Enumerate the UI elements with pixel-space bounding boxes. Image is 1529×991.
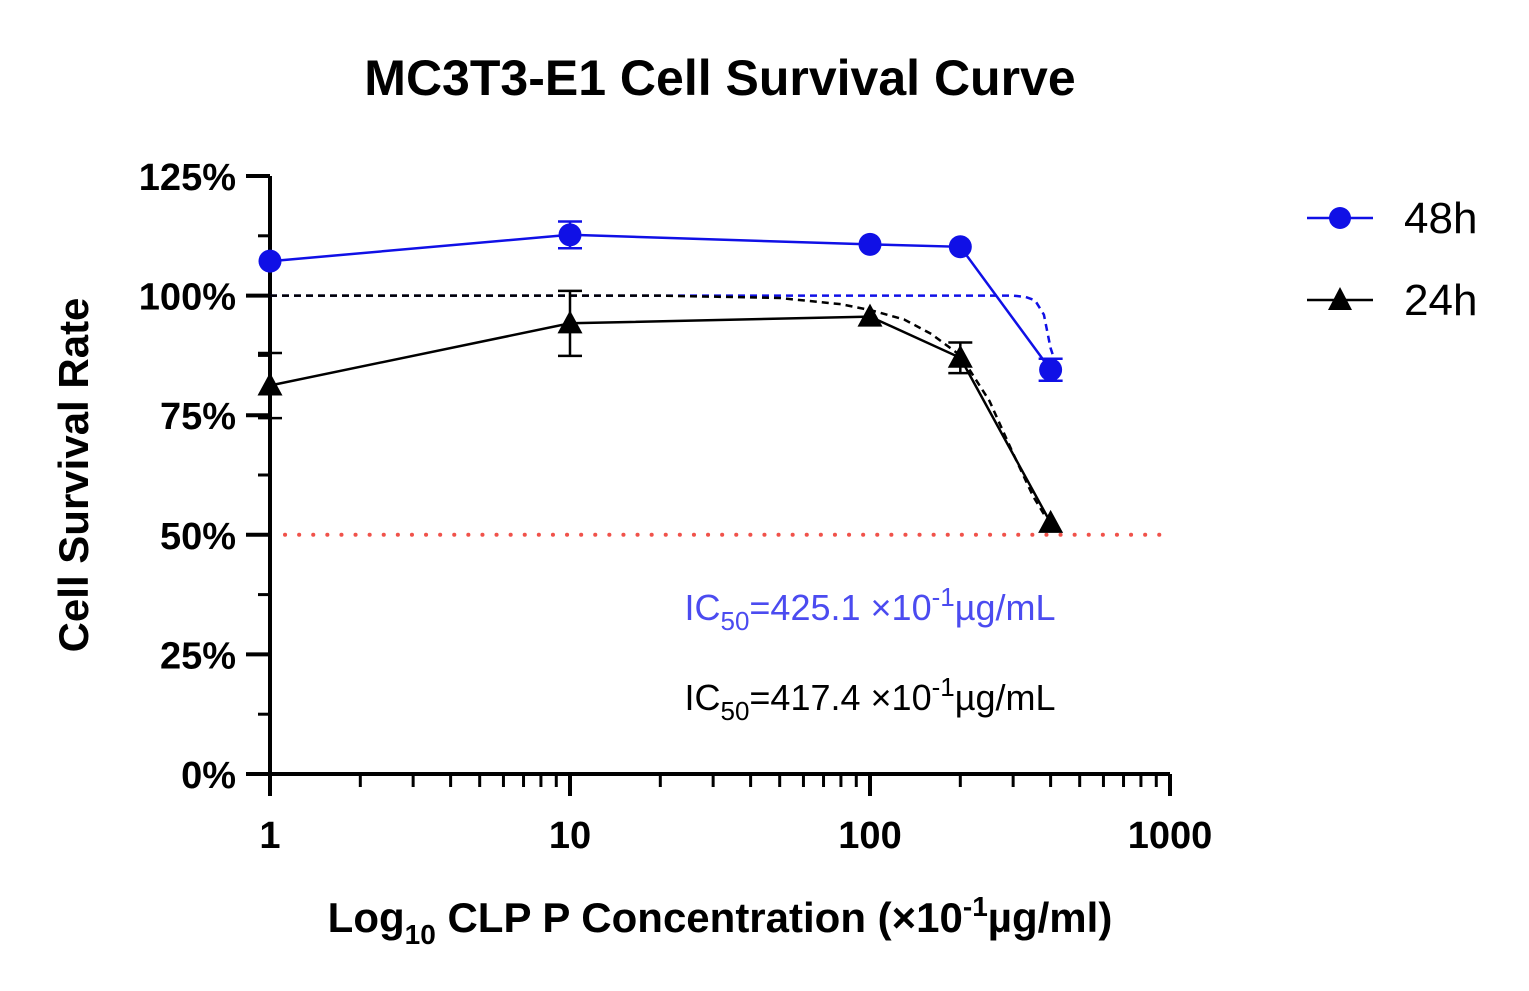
point-24h-100 (857, 303, 883, 327)
legend-label-48h: 48h (1404, 194, 1477, 243)
ic50-48h-post: µg/mL (955, 587, 1056, 628)
axes: 0% 25% 50% 75% 100% 125% 1 10 100 1000 (139, 157, 1212, 857)
x-axis-label-post: µg/ml) (988, 894, 1113, 941)
y-tick-label-0: 0% (181, 755, 236, 797)
legend-label-24h: 24h (1404, 276, 1477, 325)
y-tick-label-25: 25% (160, 635, 236, 677)
chart-title: MC3T3-E1 Cell Survival Curve (364, 50, 1075, 106)
point-24h-1 (257, 372, 283, 396)
legend-marker-48h (1329, 207, 1351, 229)
x-tick-label-1: 1 (259, 815, 280, 857)
ic50-48h-annotation: IC50=425.1 ×10-1µg/mL (684, 582, 1055, 636)
x-axis-label-pre: Log (328, 894, 405, 941)
ic50-24h-pre: IC (684, 677, 720, 718)
point-24h-200 (947, 344, 973, 368)
series-line-48h (269, 233, 1052, 371)
point-24h-10 (557, 310, 583, 334)
series-48h (258, 220, 1063, 383)
x-axis-label-sup: -1 (963, 891, 988, 922)
x-tick-label-1000: 1000 (1128, 815, 1213, 857)
fit-curves (270, 294, 1059, 526)
x-axis-label: Log10 CLP P Concentration (×10-1µg/ml) (328, 891, 1113, 950)
x-axis-label-sub: 10 (405, 919, 436, 950)
y-tick-label-125: 125% (139, 157, 236, 199)
point-48h-10 (558, 223, 582, 247)
x-axis-label-mid: CLP P Concentration (×10 (436, 894, 963, 941)
y-axis-label: Cell Survival Rate (50, 298, 97, 653)
point-48h-1 (258, 249, 282, 273)
ic50-24h-sup: -1 (932, 672, 955, 702)
point-48h-400 (1039, 358, 1063, 382)
x-tick-label-10: 10 (549, 815, 591, 857)
y-tick-label-75: 75% (160, 396, 236, 438)
ic50-48h-sub: 50 (720, 606, 749, 636)
ic50-48h-mid: =425.1 ×10 (749, 587, 931, 628)
ic50-24h-mid: =417.4 ×10 (749, 677, 931, 718)
ic50-24h-post: µg/mL (955, 677, 1056, 718)
ic50-24h-sub: 50 (720, 696, 749, 726)
fit-curve-24h (270, 294, 1052, 526)
series-line-24h (269, 315, 1052, 524)
ic50-48h-sup: -1 (932, 582, 955, 612)
legend: 48h 24h (1307, 194, 1477, 325)
y-tick-label-100: 100% (139, 277, 236, 319)
ic50-24h-annotation: IC50=417.4 ×10-1µg/mL (684, 672, 1055, 726)
legend-marker-24h (1328, 287, 1352, 310)
fit-curve-48h (270, 294, 1059, 368)
data-series (257, 220, 1064, 533)
x-tick-label-100: 100 (838, 815, 901, 857)
series-24h (257, 289, 1064, 533)
point-48h-100 (858, 232, 882, 256)
ic50-48h-pre: IC (684, 587, 720, 628)
y-tick-label-50: 50% (160, 516, 236, 558)
point-24h-400 (1038, 509, 1064, 533)
point-48h-200 (948, 235, 972, 259)
